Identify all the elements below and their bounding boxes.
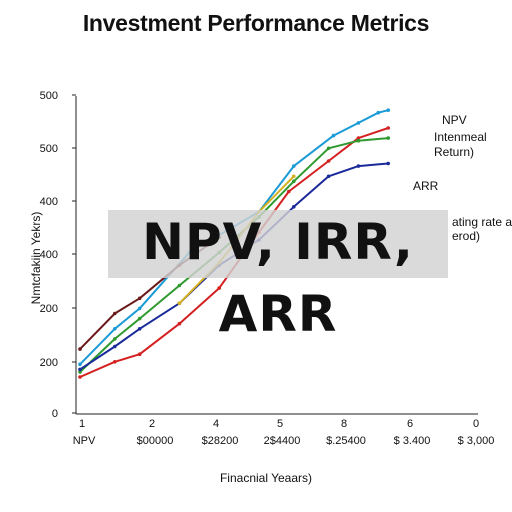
- data-point: [326, 146, 331, 151]
- data-point: [326, 174, 331, 179]
- data-point: [292, 205, 296, 209]
- data-point: [356, 136, 361, 140]
- data-point: [386, 161, 391, 166]
- legend-label: NPV: [442, 113, 467, 127]
- data-point: [113, 327, 117, 331]
- data-point: [386, 108, 391, 112]
- data-point: [292, 174, 296, 179]
- x-sub-label: $.25400: [326, 435, 366, 447]
- data-point: [287, 189, 291, 194]
- data-point: [376, 110, 381, 115]
- data-point: [78, 367, 82, 372]
- x-tick-label: 6: [407, 418, 413, 430]
- data-point: [78, 370, 82, 374]
- series-line-0: [79, 109, 389, 366]
- data-point: [177, 321, 182, 326]
- data-point: [292, 179, 296, 184]
- data-point: [78, 347, 82, 351]
- x-sub-label: $00000: [137, 435, 174, 447]
- data-point: [78, 375, 82, 379]
- x-sub-label: $ 3,000: [458, 435, 495, 447]
- legend-label: ARR: [413, 179, 439, 193]
- data-point: [356, 164, 361, 168]
- data-point: [78, 362, 82, 367]
- overlay-banner-text: NPV, IRR, ARR: [142, 213, 414, 343]
- y-tick-label: 400: [40, 196, 58, 208]
- data-point: [177, 283, 182, 288]
- data-point: [113, 337, 117, 341]
- x-tick-label: 4: [213, 418, 219, 430]
- data-point: [331, 133, 336, 138]
- axes: [75, 96, 478, 415]
- x-sub-label: $28200: [202, 435, 239, 447]
- x-tick-label: 1: [79, 418, 85, 430]
- data-point: [137, 352, 142, 357]
- data-point: [217, 286, 221, 290]
- y-tick-label: 0: [52, 408, 58, 420]
- data-point: [137, 327, 142, 331]
- x-axis-label: Finacnial Yeaars): [220, 471, 312, 485]
- data-point: [177, 301, 182, 306]
- y-tick-labels: 0 200 200 400 400 500 500: [40, 90, 76, 420]
- data-point: [386, 136, 391, 140]
- y-tick-label: 200: [40, 303, 58, 315]
- x-tick-label: 8: [341, 418, 347, 430]
- x-tick-labels: 1 2 4 5 8 6 0: [79, 418, 479, 430]
- y-tick-label: 400: [40, 249, 58, 261]
- data-point: [356, 138, 361, 143]
- overlay-banner: [108, 210, 448, 278]
- legend-label: Intenmeal: [434, 130, 487, 144]
- data-point: [137, 316, 142, 321]
- data-point: [292, 164, 296, 168]
- x-tick-label: 0: [473, 418, 479, 430]
- x-sub-label: 2$4400: [264, 435, 301, 447]
- legend-label: ating rate a: [452, 215, 512, 229]
- legend-label: erod): [452, 229, 480, 243]
- data-point: [113, 360, 117, 364]
- x-tick-label: 2: [149, 418, 155, 430]
- x-sub-label: NPV: [73, 435, 96, 447]
- y-axis-label: Nmtcfakiin Yekrs): [29, 212, 43, 305]
- data-point: [137, 306, 142, 311]
- data-point: [356, 121, 361, 125]
- y-tick-label: 500: [40, 143, 58, 155]
- y-tick-label: 200: [40, 357, 58, 369]
- data-point: [326, 159, 331, 163]
- chart-title: Investment Performance Metrics: [82, 10, 430, 36]
- legend-label: Return): [434, 145, 474, 159]
- x-sub-label: $ 3.400: [394, 435, 431, 447]
- y-tick-label: 500: [40, 90, 58, 102]
- data-point: [113, 311, 117, 316]
- data-point: [386, 126, 391, 130]
- x-tick-label: 5: [277, 418, 283, 430]
- data-point: [137, 296, 142, 301]
- data-point: [113, 344, 117, 349]
- x-sub-labels: NPV $00000 $28200 2$4400 $.25400 $ 3.400 $ 3,0…: [73, 435, 495, 447]
